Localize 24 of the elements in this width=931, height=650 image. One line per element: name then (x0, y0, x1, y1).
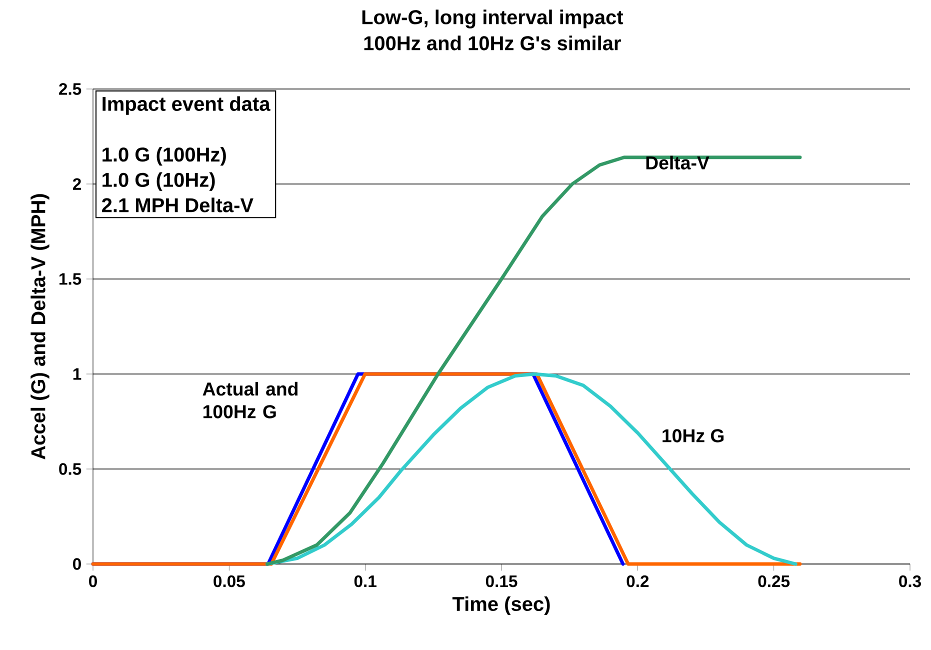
x-tick-label: 0.1 (354, 575, 376, 588)
chart-subtitle: 100Hz and 10Hz G's similar (364, 36, 621, 50)
annotation: Impact event data (102, 96, 270, 115)
y-tick-label: 1.5 (60, 273, 82, 285)
x-tick-label: 0.15 (486, 575, 518, 588)
y-axis-title: Accel (G) and Delta-V (MPH) (30, 194, 50, 460)
chart-title: Low-G, long interval impact (362, 10, 624, 28)
y-tick-label: 0 (73, 558, 81, 570)
annotation: 1.0 G (100Hz) (102, 146, 226, 166)
annotation: Actual and 100Hz G (202, 382, 298, 418)
x-tick-label: 0.2 (626, 575, 649, 588)
annotation: 1.0 G (10Hz) (102, 172, 215, 191)
y-tick-label: 2.5 (59, 83, 82, 95)
x-tick-label: 0.05 (214, 575, 245, 588)
y-tick-label: 0.5 (59, 463, 82, 475)
annotation: 2.1 MPH Delta-V (102, 198, 254, 212)
x-tick-label: 0 (89, 575, 97, 588)
series-label: 10Hz G (662, 429, 724, 442)
x-tick-label: 0.25 (758, 575, 790, 588)
y-tick-label: 2 (72, 178, 81, 190)
y-tick-label: 1 (73, 368, 82, 380)
x-axis-title: Time (sec) (452, 596, 550, 615)
x-tick-label: 0.3 (899, 575, 921, 588)
series-label: Delta-V (646, 156, 710, 170)
